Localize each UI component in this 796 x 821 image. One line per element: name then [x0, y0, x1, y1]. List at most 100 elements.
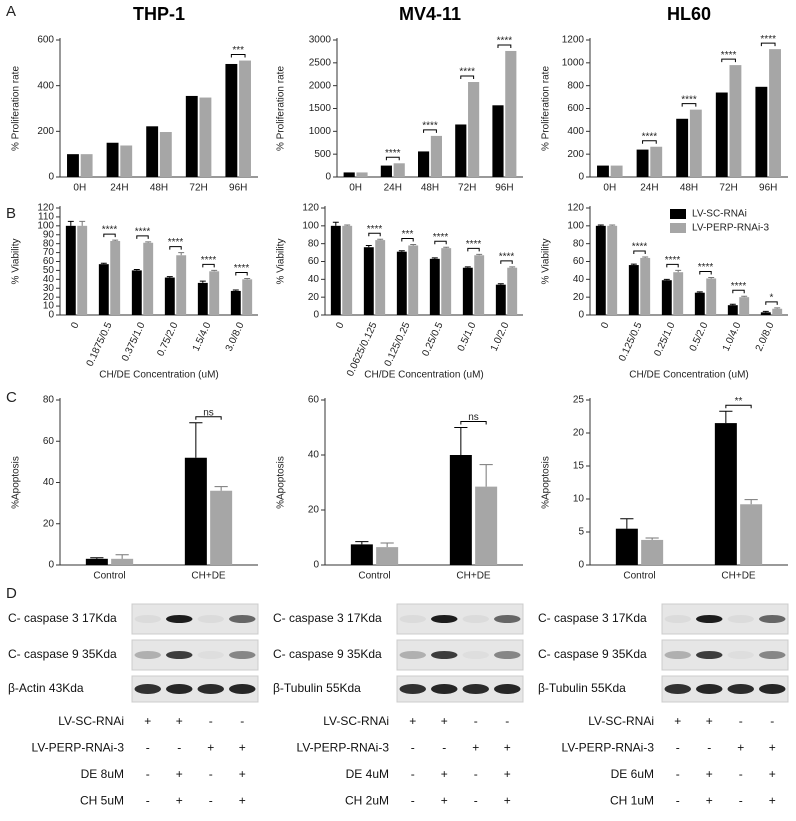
error-bar [696, 291, 703, 293]
treatment-label: LV-SC-RNAi [588, 714, 654, 728]
treatment-sign: - [209, 714, 213, 728]
y-tick-label: 3000 [309, 35, 332, 46]
bar [85, 558, 108, 565]
bar [474, 255, 485, 315]
error-bar [620, 518, 634, 529]
significance-label: **** [642, 131, 658, 142]
blot-band [229, 684, 256, 694]
y-tick-label: 0 [578, 172, 584, 183]
significance-label: **** [422, 121, 438, 132]
y-tick-label: 0 [48, 172, 54, 183]
chart-title: HL60 [667, 4, 711, 24]
y-tick-label: 60 [308, 395, 320, 406]
bar [80, 154, 93, 177]
bar [641, 539, 664, 565]
error-bar [630, 263, 637, 266]
y-tick-label: 40 [43, 274, 55, 285]
bar [607, 225, 618, 315]
bar [242, 279, 253, 315]
x-tick-label: 0H [73, 183, 86, 194]
bar [408, 245, 419, 315]
y-tick-label: 500 [314, 149, 331, 160]
significance-bracket [401, 238, 414, 242]
y-tick-label: 40 [308, 450, 320, 461]
treatment-sign: - [240, 714, 244, 728]
error-bar [133, 269, 140, 271]
y-axis-label: % Viability [11, 239, 22, 285]
treatment-sign: + [239, 794, 246, 808]
bar [714, 423, 737, 565]
blot-band [759, 684, 786, 694]
bar [455, 124, 467, 177]
treatment-sign: - [474, 767, 478, 781]
band-label: C- caspase 9 35Kda [273, 647, 382, 661]
bar [706, 278, 717, 315]
treatment-label: LV-SC-RNAi [323, 714, 389, 728]
significance-bracket [368, 232, 381, 237]
bar [610, 165, 623, 177]
panel-label: D [6, 585, 17, 602]
significance-label: **** [499, 251, 515, 262]
significance-bracket [732, 289, 745, 294]
significance-bracket [721, 58, 736, 63]
significance-bracket [760, 42, 776, 47]
treatment-sign: + [207, 741, 214, 755]
y-axis-label: %Apoptosis [276, 456, 287, 509]
treatment-sign: - [474, 714, 478, 728]
bar [772, 308, 783, 315]
blot-band [134, 684, 161, 694]
significance-bracket [434, 240, 447, 245]
legend-swatch [670, 223, 686, 233]
bar [740, 504, 763, 565]
significance-bracket [385, 156, 400, 161]
bar [739, 297, 750, 315]
blot-band [134, 651, 161, 659]
error-bar [244, 277, 251, 280]
bar [727, 305, 738, 315]
significance-label: **** [234, 263, 250, 274]
x-tick-label: 2.0/8.0 [754, 320, 777, 353]
y-tick-label: 0 [325, 172, 331, 183]
significance-label: ns [203, 407, 214, 418]
error-bar [380, 542, 394, 548]
x-tick-label: 0.25/1.0 [652, 320, 677, 358]
x-axis-label: CH/DE Concentration (uM) [99, 370, 218, 381]
bar [755, 86, 768, 177]
error-bar [675, 269, 682, 273]
error-bar [189, 422, 203, 458]
significance-label: **** [168, 237, 184, 248]
significance-label: **** [459, 67, 475, 78]
x-tick-label: 96H [229, 183, 247, 194]
blot-band [399, 615, 426, 623]
treatment-label: CH 2uM [345, 794, 389, 808]
error-bar [79, 220, 86, 226]
significance-bracket [725, 404, 752, 409]
treatment-sign: + [504, 741, 511, 755]
x-tick-label: 0H [603, 183, 616, 194]
error-bar [642, 256, 649, 258]
treatment-sign: - [209, 794, 213, 808]
y-tick-label: 40 [43, 477, 55, 488]
y-tick-label: 10 [573, 494, 585, 505]
bar [199, 97, 212, 177]
bar [468, 82, 480, 177]
y-tick-label: 100 [567, 220, 584, 231]
significance-bracket [195, 416, 222, 420]
error-bar [431, 257, 438, 259]
bar [65, 225, 76, 315]
x-tick-label: 0 [69, 320, 82, 330]
significance-label: *** [232, 45, 244, 56]
y-tick-label: 400 [567, 126, 584, 137]
significance-bracket [699, 271, 712, 275]
blot-band [431, 684, 458, 694]
error-bar [377, 238, 384, 241]
error-bar [332, 221, 339, 226]
treatment-sign: + [441, 794, 448, 808]
x-tick-label: 24H [110, 183, 128, 194]
treatment-sign: - [676, 794, 680, 808]
y-tick-label: 15 [573, 461, 585, 472]
bar [131, 270, 142, 315]
y-tick-label: 20 [308, 292, 320, 303]
blot-band [462, 651, 489, 659]
